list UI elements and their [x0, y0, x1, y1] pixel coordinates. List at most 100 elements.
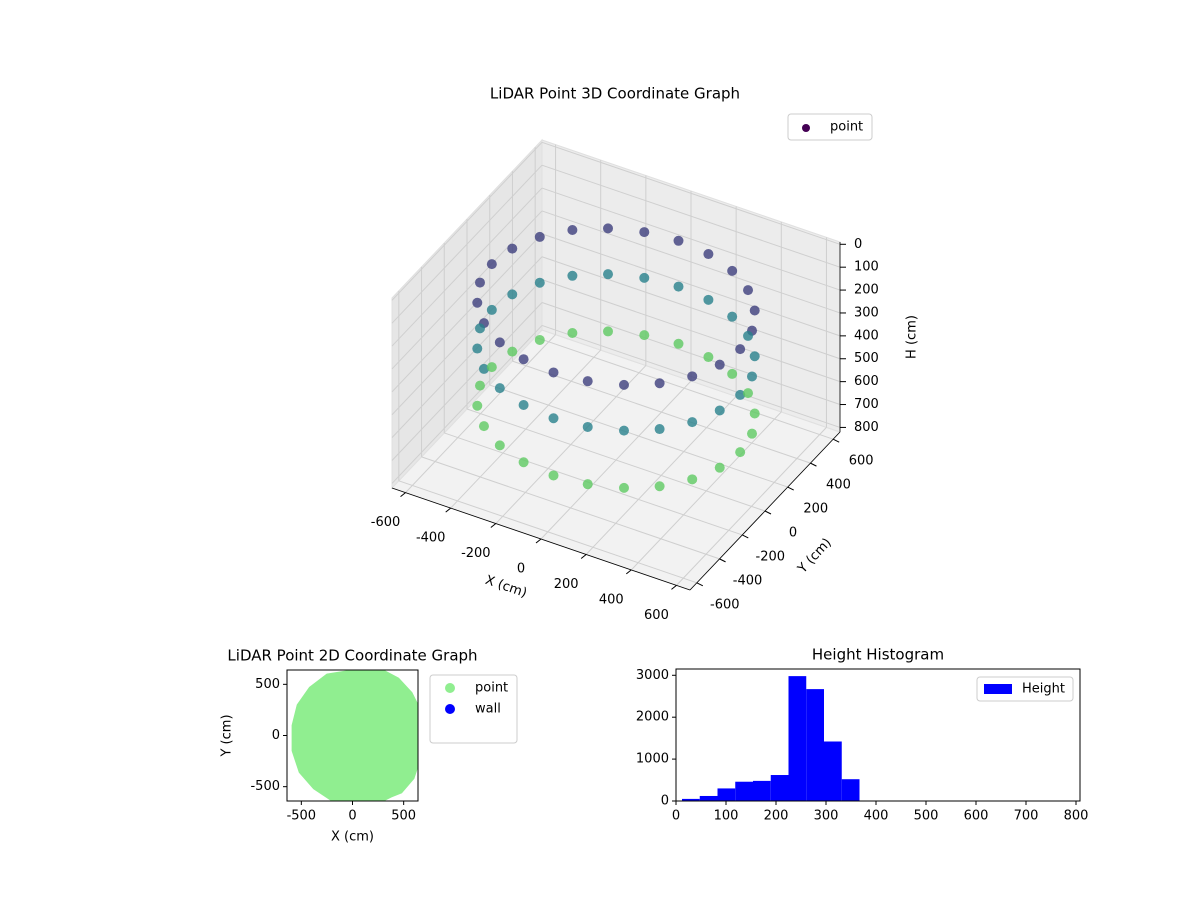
point: [494, 337, 505, 348]
y-tick-label: 2000: [636, 710, 669, 725]
point: [567, 225, 578, 236]
point: [567, 270, 578, 281]
point: [507, 346, 518, 357]
point: [749, 351, 760, 362]
point: [687, 371, 698, 382]
point: [714, 359, 725, 370]
bar: [699, 795, 718, 801]
z-tick-label: 600: [854, 374, 879, 389]
point: [703, 249, 714, 260]
point: [472, 343, 483, 354]
x-tick-label: 800: [1064, 809, 1089, 824]
grid-line: [541, 141, 841, 245]
point: [727, 265, 738, 276]
bar: [735, 781, 753, 801]
z-axis-label: H (cm): [905, 315, 920, 359]
legend-label: wall: [475, 702, 501, 717]
x-tick: [535, 538, 542, 544]
point: [735, 344, 746, 355]
point: [618, 379, 629, 390]
point: [747, 371, 758, 382]
grid-line: [541, 279, 841, 383]
point: [474, 323, 485, 334]
x-tick-label: -200: [461, 546, 491, 561]
bar: [717, 788, 736, 801]
point: [654, 424, 665, 435]
legend-label: point: [830, 120, 863, 135]
bar: [806, 689, 824, 801]
y-tick-label: 500: [255, 677, 280, 692]
grid-line: [391, 210, 543, 370]
point: [639, 330, 650, 341]
grid-line: [535, 336, 834, 440]
point: [507, 289, 518, 300]
x-tick: [580, 554, 587, 559]
x-tick-label: 200: [554, 577, 579, 592]
point: [639, 227, 650, 238]
z-tick-label: 500: [854, 351, 879, 366]
x-tick-label: 600: [644, 608, 669, 623]
bar: [682, 798, 700, 801]
point: [518, 399, 529, 410]
y-tick-label: -500: [250, 779, 280, 794]
y-tick: [832, 438, 840, 443]
point: [749, 408, 760, 419]
x-tick: [625, 569, 632, 575]
grid-line: [398, 480, 697, 584]
point: [703, 352, 714, 363]
grid-line: [541, 210, 841, 314]
grid-line: [541, 256, 841, 360]
legend-label: Height: [1022, 682, 1065, 697]
x-tick-label: -400: [416, 531, 446, 546]
point: [727, 368, 738, 379]
y-tick: [719, 558, 726, 563]
grid-line: [391, 256, 543, 416]
axes-frame: [675, 668, 1081, 802]
point: [639, 272, 650, 283]
point: [548, 367, 559, 378]
y-tick: [810, 462, 817, 467]
x-tick-label: 500: [391, 809, 416, 824]
point: [518, 354, 529, 365]
point: [507, 243, 518, 254]
legend-marker: [445, 704, 455, 714]
grid-line: [466, 408, 766, 512]
x-tick-label: 0: [672, 809, 680, 824]
grid-line: [421, 456, 720, 560]
point: [567, 328, 578, 339]
point: [548, 413, 559, 424]
bar: [824, 741, 842, 801]
point: [472, 297, 483, 308]
y-tick: [787, 486, 794, 491]
y-tick: [764, 510, 772, 515]
point: [548, 470, 559, 481]
grid-line: [391, 302, 543, 461]
legend-marker: [802, 124, 810, 132]
grid-line: [391, 164, 543, 324]
point: [474, 277, 485, 288]
point: [534, 231, 545, 242]
point: [603, 269, 614, 280]
point: [582, 421, 593, 432]
x-tick-label: 200: [764, 809, 789, 824]
y-tick-label: 0: [272, 728, 280, 743]
z-tick-label: 300: [854, 305, 879, 320]
grid-line: [541, 164, 841, 268]
z-tick-label: 100: [854, 260, 879, 275]
point: [474, 380, 485, 391]
x-tick-label: 500: [914, 809, 939, 824]
point: [654, 378, 665, 389]
y-tick-label: -600: [710, 597, 740, 612]
point: [735, 389, 746, 400]
x-tick-label: 300: [814, 809, 839, 824]
point: [534, 334, 545, 345]
point: [478, 421, 489, 432]
y-tick-label: 600: [849, 454, 874, 469]
point: [654, 481, 665, 492]
y-tick-label: -400: [733, 573, 763, 588]
x-tick: [490, 523, 497, 528]
x-tick: [445, 507, 452, 513]
grid-line: [444, 432, 743, 536]
x-tick-label: 100: [714, 809, 739, 824]
